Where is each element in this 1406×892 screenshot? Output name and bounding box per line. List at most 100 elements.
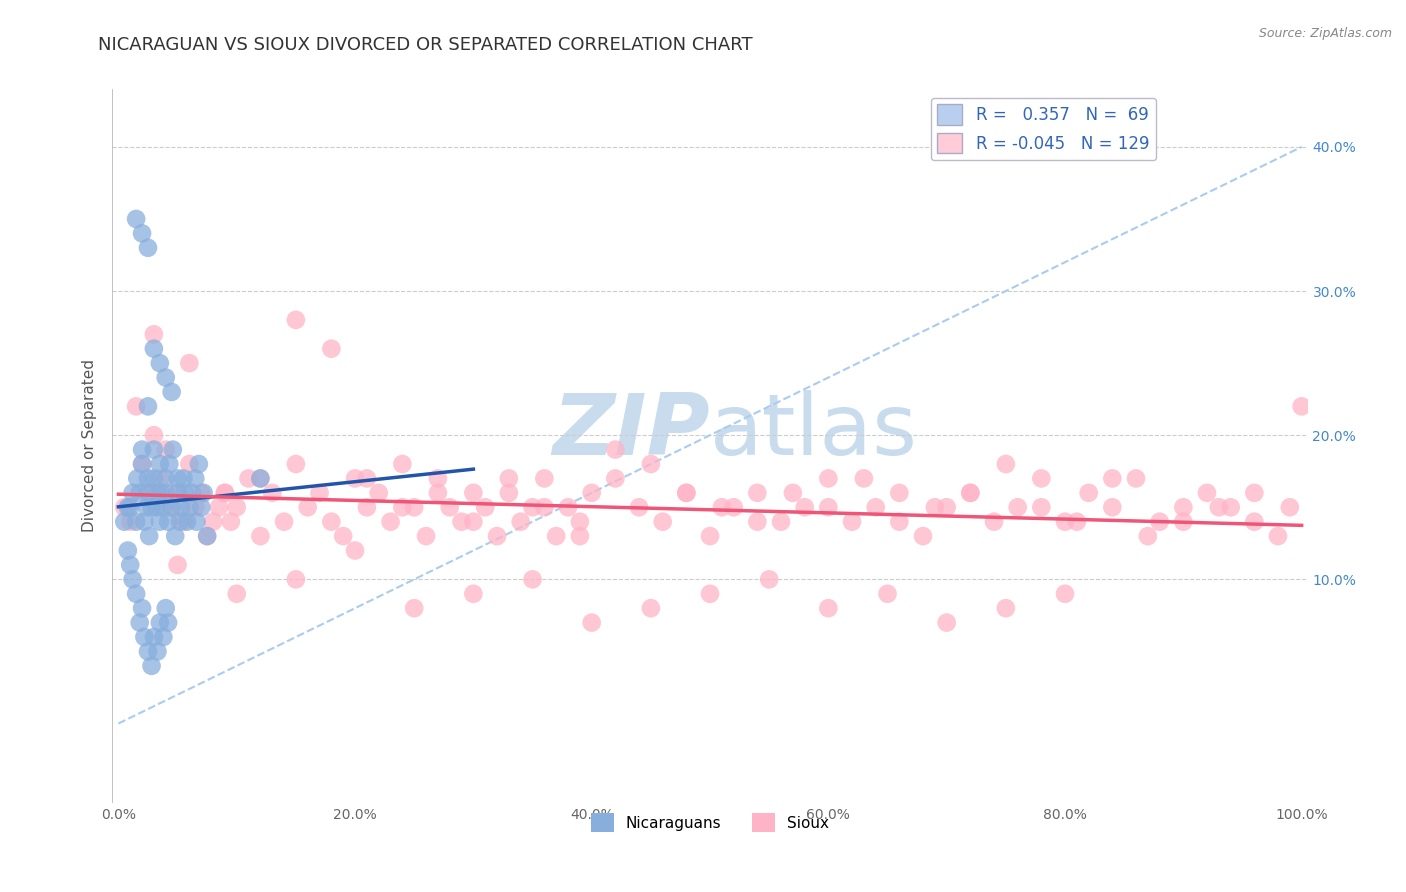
Point bbox=[184, 500, 207, 515]
Point bbox=[404, 500, 426, 515]
Point bbox=[983, 515, 1005, 529]
Point bbox=[173, 486, 195, 500]
Point bbox=[195, 529, 218, 543]
Point bbox=[1173, 515, 1195, 529]
Point bbox=[166, 471, 188, 485]
Point bbox=[640, 457, 662, 471]
Point bbox=[522, 500, 544, 515]
Point bbox=[391, 457, 413, 471]
Point bbox=[150, 486, 173, 500]
Point bbox=[1101, 471, 1123, 485]
Text: Source: ZipAtlas.com: Source: ZipAtlas.com bbox=[1258, 27, 1392, 40]
Point bbox=[782, 486, 804, 500]
Point bbox=[533, 471, 555, 485]
Point bbox=[498, 471, 520, 485]
Point bbox=[136, 471, 159, 485]
Point bbox=[157, 615, 180, 630]
Point bbox=[557, 500, 579, 515]
Point bbox=[747, 515, 769, 529]
Point bbox=[165, 529, 187, 543]
Point bbox=[172, 471, 194, 485]
Point bbox=[852, 471, 875, 485]
Point bbox=[112, 515, 135, 529]
Point bbox=[935, 500, 957, 515]
Point bbox=[238, 471, 260, 485]
Point bbox=[876, 587, 898, 601]
Point bbox=[125, 400, 148, 414]
Point bbox=[321, 515, 343, 529]
Y-axis label: Divorced or Separated: Divorced or Separated bbox=[82, 359, 97, 533]
Point bbox=[146, 644, 169, 658]
Point bbox=[142, 428, 165, 442]
Point bbox=[149, 615, 172, 630]
Point bbox=[935, 615, 957, 630]
Point bbox=[149, 471, 172, 485]
Point bbox=[121, 572, 143, 586]
Point bbox=[160, 500, 183, 515]
Point bbox=[160, 500, 183, 515]
Point bbox=[120, 500, 142, 515]
Point bbox=[166, 486, 188, 500]
Point bbox=[959, 486, 981, 500]
Point bbox=[699, 587, 721, 601]
Point bbox=[284, 572, 307, 586]
Point bbox=[219, 515, 242, 529]
Point bbox=[187, 457, 209, 471]
Point bbox=[152, 630, 174, 644]
Point bbox=[1066, 515, 1088, 529]
Point bbox=[138, 529, 160, 543]
Point bbox=[1031, 471, 1053, 485]
Point bbox=[149, 457, 172, 471]
Point bbox=[136, 400, 159, 414]
Point bbox=[190, 500, 212, 515]
Point bbox=[127, 471, 149, 485]
Point bbox=[120, 558, 142, 572]
Point bbox=[155, 442, 177, 457]
Point bbox=[710, 500, 733, 515]
Point bbox=[758, 572, 780, 586]
Point bbox=[344, 471, 367, 485]
Point bbox=[166, 486, 188, 500]
Point bbox=[817, 500, 839, 515]
Point bbox=[699, 529, 721, 543]
Point bbox=[581, 486, 603, 500]
Point bbox=[426, 486, 449, 500]
Point bbox=[568, 529, 591, 543]
Point bbox=[675, 486, 697, 500]
Point bbox=[651, 515, 673, 529]
Text: atlas: atlas bbox=[710, 390, 918, 474]
Point bbox=[994, 457, 1017, 471]
Point bbox=[1007, 500, 1029, 515]
Point bbox=[142, 471, 165, 485]
Point bbox=[166, 558, 188, 572]
Point bbox=[924, 500, 946, 515]
Point bbox=[463, 515, 485, 529]
Point bbox=[486, 529, 509, 543]
Point bbox=[628, 500, 651, 515]
Point bbox=[190, 486, 212, 500]
Point bbox=[332, 529, 354, 543]
Point bbox=[463, 486, 485, 500]
Point bbox=[367, 486, 389, 500]
Point bbox=[180, 486, 202, 500]
Point bbox=[581, 615, 603, 630]
Point bbox=[474, 500, 496, 515]
Point bbox=[1219, 500, 1241, 515]
Point bbox=[1278, 500, 1301, 515]
Point bbox=[723, 500, 745, 515]
Point bbox=[134, 515, 156, 529]
Point bbox=[136, 644, 159, 658]
Point bbox=[249, 529, 271, 543]
Point bbox=[426, 471, 449, 485]
Point bbox=[125, 515, 148, 529]
Point bbox=[533, 500, 555, 515]
Point bbox=[214, 486, 236, 500]
Point bbox=[1243, 486, 1265, 500]
Point bbox=[605, 471, 627, 485]
Point bbox=[120, 515, 142, 529]
Point bbox=[142, 342, 165, 356]
Point bbox=[141, 658, 163, 673]
Point bbox=[568, 515, 591, 529]
Point bbox=[1077, 486, 1099, 500]
Point bbox=[1136, 529, 1159, 543]
